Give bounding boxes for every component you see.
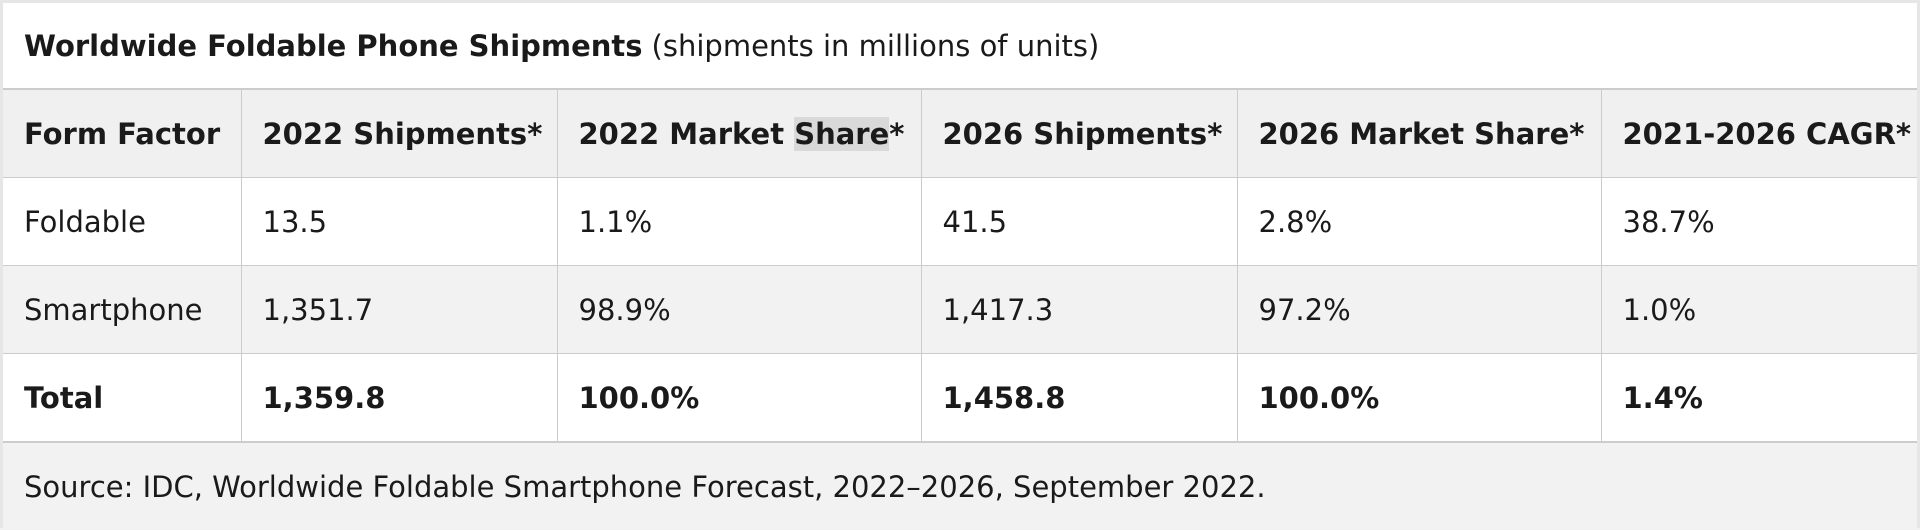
table-title: Worldwide Foldable Phone Shipments: [24, 28, 643, 63]
cell-2022-shipments: 1,351.7: [240, 265, 558, 354]
cell-2026-market-share: 2.8%: [1236, 177, 1602, 266]
header-2026-shipments: 2026 Shipments*: [920, 89, 1238, 178]
table-row-foldable: Foldable 13.5 1.1% 41.5 2.8% 38.7%: [3, 177, 1917, 266]
table-source-note: Source: IDC, Worldwide Foldable Smartpho…: [3, 442, 1917, 530]
shipments-table: Form Factor 2022 Shipments* 2022 Market …: [3, 89, 1917, 442]
cell-form-factor: Smartphone: [3, 265, 242, 354]
cell-2026-shipments: 1,458.8: [920, 353, 1238, 442]
header-cagr: 2021-2026 CAGR*: [1600, 89, 1917, 178]
table-row-smartphone: Smartphone 1,351.7 98.9% 1,417.3 97.2% 1…: [3, 265, 1917, 354]
table-row-total: Total 1,359.8 100.0% 1,458.8 100.0% 1.4%: [3, 353, 1917, 442]
cell-2022-market-share: 98.9%: [556, 265, 922, 354]
cell-2022-shipments: 1,359.8: [240, 353, 558, 442]
table-subtitle: (shipments in millions of units): [651, 28, 1100, 63]
header-2022-shipments: 2022 Shipments*: [240, 89, 558, 178]
cell-2022-market-share: 1.1%: [556, 177, 922, 266]
cell-2026-shipments: 41.5: [920, 177, 1238, 266]
header-row: Form Factor 2022 Shipments* 2022 Market …: [3, 89, 1917, 178]
cell-2022-shipments: 13.5: [240, 177, 558, 266]
cell-form-factor: Total: [3, 353, 242, 442]
cell-2026-market-share: 100.0%: [1236, 353, 1602, 442]
cell-cagr: 38.7%: [1600, 177, 1917, 266]
selected-text-highlight: Share: [794, 116, 890, 151]
table-caption: Worldwide Foldable Phone Shipments (ship…: [3, 3, 1917, 89]
header-form-factor: Form Factor: [3, 89, 242, 178]
header-2026-market-share: 2026 Market Share*: [1236, 89, 1602, 178]
cell-2022-market-share: 100.0%: [556, 353, 922, 442]
cell-cagr: 1.0%: [1600, 265, 1917, 354]
cell-2026-market-share: 97.2%: [1236, 265, 1602, 354]
cell-form-factor: Foldable: [3, 177, 242, 266]
header-2022-market-share-part3: *: [889, 116, 905, 151]
header-2022-market-share-part1: 2022 Market: [578, 116, 795, 151]
cell-2026-shipments: 1,417.3: [920, 265, 1238, 354]
header-2022-market-share: 2022 Market Share*: [556, 89, 922, 178]
cell-cagr: 1.4%: [1600, 353, 1917, 442]
